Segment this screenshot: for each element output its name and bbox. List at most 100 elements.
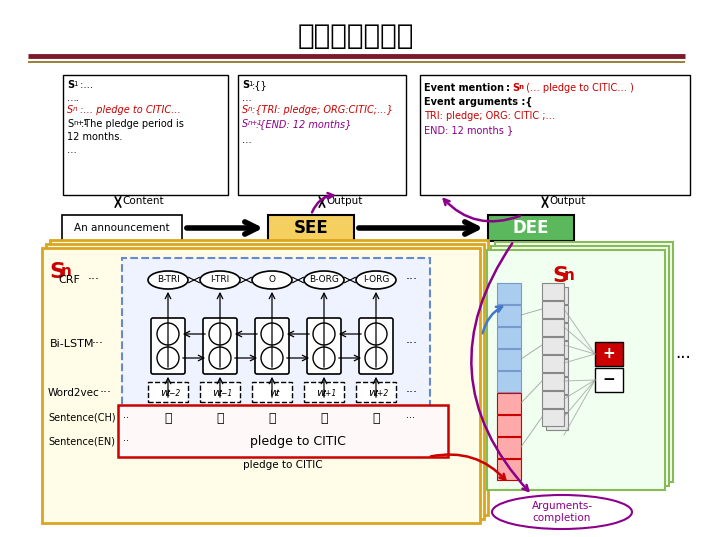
Bar (497, 415, 521, 436)
Circle shape (261, 347, 283, 369)
Text: −: − (602, 373, 615, 388)
Text: I-ORG: I-ORG (363, 275, 389, 285)
Text: 质: 质 (164, 411, 172, 425)
Text: CRF: CRF (58, 275, 80, 285)
Bar (542, 319, 564, 336)
FancyBboxPatch shape (420, 75, 690, 195)
Circle shape (365, 323, 387, 345)
Bar (497, 437, 521, 458)
Text: O: O (269, 275, 275, 285)
Bar (546, 377, 568, 394)
FancyBboxPatch shape (307, 318, 341, 374)
Circle shape (157, 323, 179, 345)
Text: 押: 押 (216, 411, 224, 425)
Text: S: S (67, 105, 73, 115)
Text: ···: ··· (406, 273, 418, 287)
FancyBboxPatch shape (63, 75, 228, 195)
Bar (497, 305, 521, 326)
Text: 中: 中 (320, 411, 328, 425)
Text: ···: ··· (406, 337, 418, 351)
Text: w: w (212, 388, 221, 398)
FancyBboxPatch shape (356, 382, 396, 402)
Text: n: n (248, 106, 252, 112)
Ellipse shape (252, 271, 292, 289)
Text: ···: ··· (88, 273, 100, 287)
Text: …: … (67, 145, 77, 155)
Text: w: w (160, 388, 169, 398)
Circle shape (313, 323, 335, 345)
Text: :{}: :{} (252, 80, 268, 90)
Text: Sentence(EN): Sentence(EN) (48, 436, 115, 446)
FancyBboxPatch shape (488, 215, 574, 241)
Text: ··: ·· (123, 413, 129, 423)
Text: :The pledge period is: :The pledge period is (81, 119, 184, 129)
Text: n: n (61, 264, 72, 279)
FancyBboxPatch shape (122, 258, 430, 453)
Text: :{TRI: pledge; ORG:CITIC;…}: :{TRI: pledge; ORG:CITIC;…} (252, 105, 393, 115)
Bar (497, 393, 521, 414)
Circle shape (365, 347, 387, 369)
Text: pledge to CITIC: pledge to CITIC (243, 460, 323, 470)
Text: ···: ··· (92, 337, 104, 351)
Text: t: t (275, 389, 278, 398)
Ellipse shape (356, 271, 396, 289)
Text: Bi-LSTM: Bi-LSTM (50, 339, 95, 349)
Text: n: n (73, 106, 78, 112)
Text: ….: …. (67, 93, 80, 103)
Bar (497, 327, 521, 348)
Bar (546, 413, 568, 430)
Circle shape (313, 347, 335, 369)
Text: END: 12 months }: END: 12 months } (424, 125, 513, 135)
Text: Content: Content (122, 196, 163, 206)
Text: :{END: 12 months}: :{END: 12 months} (256, 119, 352, 129)
FancyBboxPatch shape (118, 405, 448, 457)
FancyBboxPatch shape (495, 242, 673, 482)
Bar (546, 287, 568, 304)
Text: Event arguments :{: Event arguments :{ (424, 97, 533, 107)
FancyBboxPatch shape (62, 215, 182, 241)
Text: S: S (242, 119, 248, 129)
Text: w: w (368, 388, 377, 398)
FancyBboxPatch shape (491, 246, 669, 486)
Text: ···: ··· (100, 387, 112, 400)
Bar (546, 395, 568, 412)
Text: Word2vec: Word2vec (48, 388, 100, 398)
Text: TRI: pledge; ORG: CITIC ;…: TRI: pledge; ORG: CITIC ;… (424, 111, 555, 121)
Text: t+1: t+1 (323, 389, 337, 398)
Bar (546, 305, 568, 322)
Text: ···: ··· (406, 387, 418, 400)
Text: B-ORG: B-ORG (309, 275, 339, 285)
Text: w: w (269, 388, 278, 398)
Ellipse shape (304, 271, 344, 289)
FancyBboxPatch shape (487, 250, 665, 490)
Bar (542, 283, 564, 300)
Text: n+1: n+1 (73, 120, 88, 126)
Bar (542, 409, 564, 426)
Text: S: S (552, 266, 568, 286)
FancyBboxPatch shape (203, 318, 237, 374)
Text: 12 months.: 12 months. (67, 132, 123, 142)
Bar (542, 301, 564, 318)
Text: Sentence(CH): Sentence(CH) (48, 413, 116, 423)
Bar (546, 341, 568, 358)
Ellipse shape (148, 271, 188, 289)
FancyBboxPatch shape (50, 240, 488, 515)
Text: …: … (242, 93, 252, 103)
Bar (542, 355, 564, 372)
Bar (497, 283, 521, 304)
FancyBboxPatch shape (42, 248, 480, 523)
Text: DEE: DEE (513, 219, 549, 237)
Bar (595, 342, 623, 366)
Text: t−1: t−1 (219, 389, 233, 398)
Text: Output: Output (326, 196, 362, 206)
FancyBboxPatch shape (359, 318, 393, 374)
Text: B-TRI: B-TRI (157, 275, 180, 285)
Text: w: w (316, 388, 325, 398)
Text: I-TRI: I-TRI (210, 275, 230, 285)
FancyBboxPatch shape (255, 318, 289, 374)
Circle shape (157, 347, 179, 369)
Text: S: S (242, 105, 248, 115)
FancyBboxPatch shape (252, 382, 292, 402)
Bar (546, 359, 568, 376)
Bar (542, 337, 564, 354)
